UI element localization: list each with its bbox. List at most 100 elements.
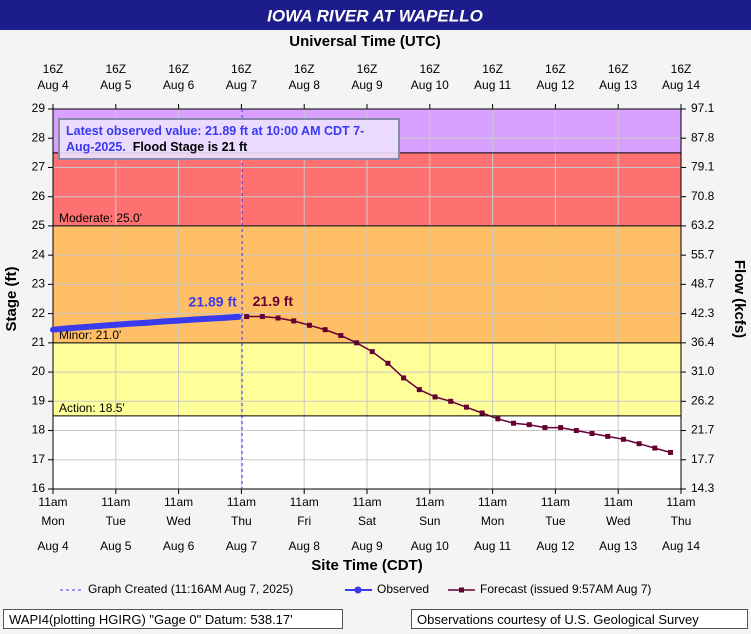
y2-tick-label: 48.7 bbox=[691, 277, 715, 291]
y-axis-title: Stage (ft) bbox=[3, 267, 20, 332]
forecast-point bbox=[495, 416, 501, 422]
x-tick-date: Aug 11 bbox=[474, 539, 511, 553]
x-tick-weekday: Wed bbox=[166, 514, 190, 528]
x-tick-weekday: Tue bbox=[545, 514, 566, 528]
forecast-point bbox=[652, 445, 658, 451]
x-tick-time: 11am bbox=[604, 495, 633, 509]
y-tick-label: 29 bbox=[32, 101, 46, 115]
x-tick-date: Aug 6 bbox=[163, 539, 195, 553]
value-label: 21.89 ft bbox=[189, 294, 238, 310]
x-tick-time: 11am bbox=[415, 495, 444, 509]
x-tick-time: 11am bbox=[227, 495, 256, 509]
x2-tick-date: Aug 6 bbox=[163, 78, 195, 92]
x2-tick-hour: 16Z bbox=[105, 62, 126, 76]
y-tick-label: 27 bbox=[32, 160, 46, 174]
annotation-observed: Latest observed value: 21.89 ft at 10:00… bbox=[66, 124, 365, 154]
y2-tick-label: 17.7 bbox=[691, 452, 715, 466]
legend-created: Graph Created (11:16AM Aug 7, 2025) bbox=[88, 582, 293, 596]
chart-title: IOWA RIVER AT WAPELLO bbox=[267, 6, 483, 25]
forecast-point bbox=[259, 314, 265, 320]
y2-tick-label: 21.7 bbox=[691, 423, 715, 437]
y2-tick-label: 87.8 bbox=[691, 130, 715, 144]
observed-point bbox=[50, 326, 56, 333]
legend-observed: Observed bbox=[377, 582, 429, 596]
y-tick-label: 19 bbox=[32, 393, 46, 407]
x-tick-weekday: Sat bbox=[358, 514, 377, 528]
x-tick-date: Aug 5 bbox=[100, 539, 132, 553]
forecast-point bbox=[479, 410, 485, 416]
y-tick-label: 18 bbox=[32, 423, 46, 437]
x-tick-time: 11am bbox=[290, 495, 319, 509]
forecast-point bbox=[275, 315, 281, 321]
observed-point bbox=[207, 315, 213, 322]
forecast-point bbox=[448, 398, 454, 404]
x-tick-weekday: Fri bbox=[297, 514, 311, 528]
observed-point bbox=[65, 325, 72, 332]
forecast-point bbox=[306, 322, 312, 328]
observed-point bbox=[191, 316, 198, 323]
forecast-point bbox=[244, 314, 250, 320]
y-tick-label: 25 bbox=[32, 218, 46, 232]
x2-tick-hour: 16Z bbox=[545, 62, 566, 76]
legend-forecast: Forecast (issued 9:57AM Aug 7) bbox=[480, 582, 651, 596]
x-tick-weekday: Sun bbox=[419, 514, 440, 528]
x-tick-date: Aug 10 bbox=[411, 539, 449, 553]
observed-point bbox=[112, 321, 119, 328]
x2-tick-hour: 16Z bbox=[671, 62, 692, 76]
x-tick-time: 11am bbox=[666, 495, 695, 509]
flood-label: Minor: 21.0' bbox=[59, 328, 121, 342]
x2-tick-hour: 16Z bbox=[608, 62, 629, 76]
y2-tick-label: 14.3 bbox=[691, 481, 715, 495]
x2-tick-date: Aug 9 bbox=[351, 78, 383, 92]
forecast-point bbox=[369, 349, 375, 355]
x2-tick-date: Aug 4 bbox=[37, 78, 69, 92]
y2-tick-label: 70.8 bbox=[691, 189, 715, 203]
y-tick-label: 23 bbox=[32, 277, 46, 291]
legend-forecast-marker bbox=[459, 587, 464, 593]
y2-axis-title: Flow (kcfs) bbox=[731, 260, 748, 338]
title-bar bbox=[0, 0, 751, 30]
plot-frame bbox=[52, 108, 682, 490]
y2-tick-label: 63.2 bbox=[691, 218, 715, 232]
x2-tick-date: Aug 7 bbox=[226, 78, 258, 92]
x-tick-time: 11am bbox=[352, 495, 381, 509]
forecast-point bbox=[291, 318, 297, 324]
forecast-point bbox=[542, 425, 548, 431]
y-tick-label: 17 bbox=[32, 452, 46, 466]
x-tick-time: 11am bbox=[478, 495, 507, 509]
x-tick-weekday: Mon bbox=[481, 514, 504, 528]
y-tick-label: 28 bbox=[32, 130, 46, 144]
forecast-point bbox=[354, 340, 360, 346]
y2-tick-label: 55.7 bbox=[691, 247, 715, 261]
flood-label: Action: 18.5' bbox=[59, 401, 125, 415]
annotation-flood: Flood Stage is 21 ft bbox=[132, 140, 248, 154]
forecast-point bbox=[620, 436, 626, 442]
observed-point bbox=[144, 319, 151, 326]
series-line bbox=[246, 315, 671, 454]
x-tick-weekday: Mon bbox=[41, 514, 64, 528]
observed-point bbox=[235, 313, 242, 320]
forecast-point bbox=[463, 404, 469, 410]
x-tick-date: Aug 7 bbox=[226, 539, 258, 553]
y-tick-label: 21 bbox=[32, 335, 46, 349]
observed-point bbox=[128, 320, 135, 327]
y2-tick-label: 31.0 bbox=[691, 364, 715, 378]
y-tick-label: 20 bbox=[32, 364, 46, 378]
x-tick-date: Aug 13 bbox=[599, 539, 637, 553]
y2-tick-label: 26.2 bbox=[691, 393, 715, 407]
x2-tick-date: Aug 10 bbox=[411, 78, 449, 92]
x-tick-weekday: Thu bbox=[671, 514, 692, 528]
y2-tick-label: 79.1 bbox=[691, 160, 715, 174]
forecast-point bbox=[338, 333, 344, 339]
value-label: 21.9 ft bbox=[253, 293, 294, 309]
observed-point bbox=[97, 322, 104, 329]
x-tick-time: 11am bbox=[541, 495, 570, 509]
observed-point bbox=[159, 318, 166, 325]
x2-tick-date: Aug 12 bbox=[536, 78, 574, 92]
top-axis-title: Universal Time (UTC) bbox=[289, 33, 440, 50]
x-axis-title: Site Time (CDT) bbox=[311, 557, 422, 574]
y2-tick-label: 42.3 bbox=[691, 306, 715, 320]
forecast-point bbox=[605, 433, 611, 439]
footer-right: Observations courtesy of U.S. Geological… bbox=[411, 609, 748, 629]
forecast-point bbox=[401, 375, 407, 381]
